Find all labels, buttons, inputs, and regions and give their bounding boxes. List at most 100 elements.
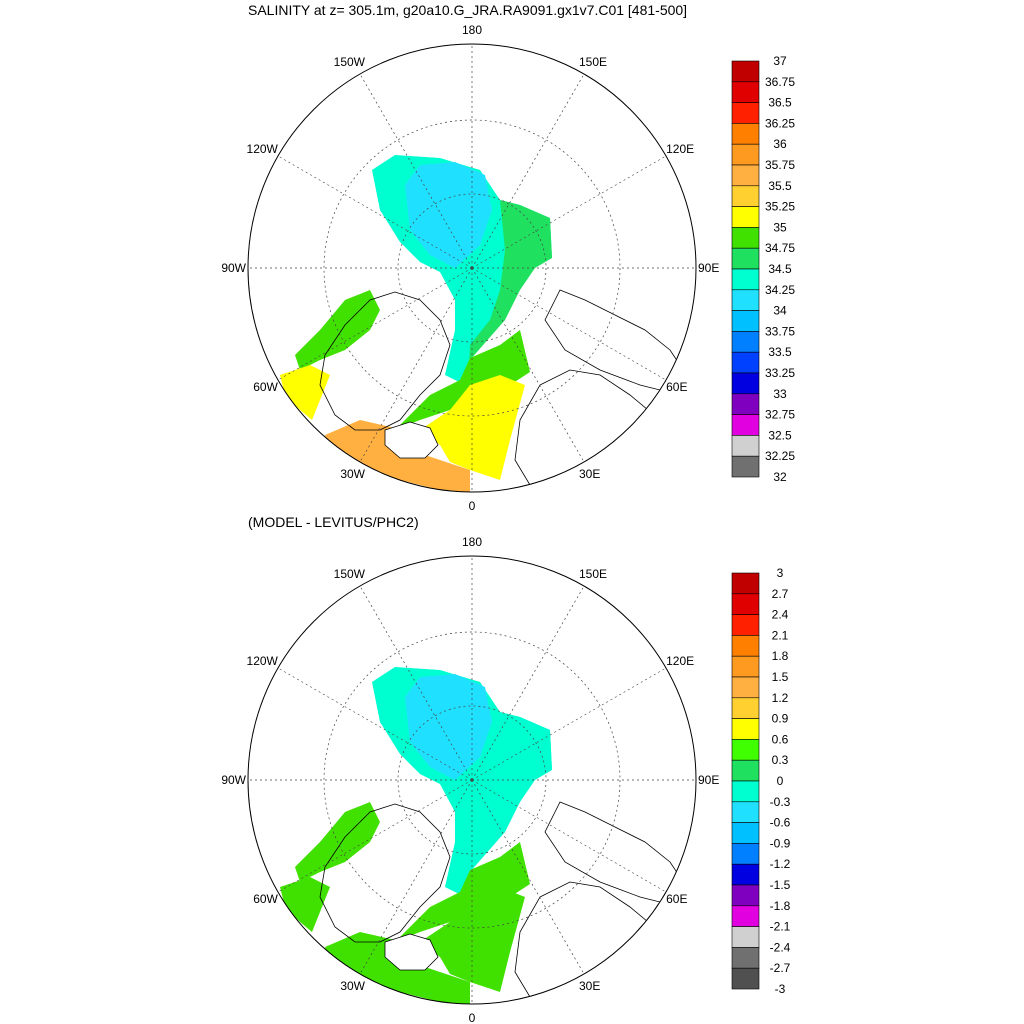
iceland-land xyxy=(384,933,439,971)
legend-label: 35.75 xyxy=(765,158,795,172)
legend-color-box xyxy=(731,967,760,990)
legend-label: 33.25 xyxy=(765,366,795,380)
legend-color-box xyxy=(731,164,760,187)
legend-label: -3 xyxy=(775,982,786,996)
legend-color-box xyxy=(731,351,760,374)
latitude-circle-2 xyxy=(323,631,621,929)
meridian-line xyxy=(471,779,667,893)
map-border xyxy=(247,43,697,493)
legend-color-box xyxy=(731,331,760,353)
meridian-line xyxy=(471,585,585,781)
longitude-label: 120E xyxy=(666,654,694,668)
coastline-1 xyxy=(319,291,451,431)
legend-label: 36 xyxy=(773,137,787,151)
legend-color-box xyxy=(731,822,760,844)
field-region-arctic-core xyxy=(405,162,492,268)
longitude-label: 30W xyxy=(340,979,365,993)
meridian-line xyxy=(471,267,585,463)
meridian-line xyxy=(359,779,473,975)
legend-label: 34.25 xyxy=(765,283,795,297)
legend-label: 35 xyxy=(773,220,787,234)
legend-color-box xyxy=(731,268,760,291)
longitude-label: 150E xyxy=(579,55,607,69)
meridian-line xyxy=(471,155,667,269)
map-layers xyxy=(280,155,691,492)
field-region-barents xyxy=(420,375,525,480)
legend-label: -2.7 xyxy=(770,961,791,975)
legend-color-box xyxy=(731,372,760,395)
legend-label: 32 xyxy=(773,470,787,484)
longitude-label: 60W xyxy=(253,892,278,906)
latitude-circle-1 xyxy=(397,193,547,343)
longitude-label: 60E xyxy=(666,892,687,906)
legend-color-box xyxy=(731,310,760,332)
legend-color-box xyxy=(731,614,760,636)
legend-label: 0 xyxy=(777,774,784,788)
longitude-label: 60W xyxy=(253,380,278,394)
longitude-label: 0 xyxy=(469,499,476,513)
panel-title-difference: (MODEL - LEVITUS/PHC2) xyxy=(248,514,419,530)
legend-color-box xyxy=(731,393,760,415)
legend-color-box xyxy=(731,60,760,83)
field-region-arctic-core xyxy=(405,674,492,780)
longitude-label: 30E xyxy=(579,467,600,481)
legend-color-box xyxy=(731,759,760,782)
legend-label: -1.8 xyxy=(770,899,791,913)
longitude-label: 120E xyxy=(666,142,694,156)
longitude-label: 150W xyxy=(334,55,366,69)
coastline-1 xyxy=(319,803,451,943)
legend-color-box xyxy=(731,676,760,699)
meridian-line xyxy=(359,585,473,781)
legend-color-box xyxy=(731,414,760,436)
longitude-label: 90W xyxy=(221,773,246,787)
legend-label: 3 xyxy=(777,566,784,580)
field-region-eurasian-shelf xyxy=(468,712,552,902)
legend-label: 33 xyxy=(773,387,787,401)
longitude-label: 120W xyxy=(247,142,279,156)
legend-color-box xyxy=(731,102,760,124)
legend-color-box xyxy=(731,655,760,678)
meridian-line xyxy=(471,667,667,781)
longitude-label: 0 xyxy=(469,1011,476,1024)
field-region-atlantic-inflow xyxy=(395,330,530,430)
legend-label: 36.75 xyxy=(765,75,795,89)
legend-color-box xyxy=(731,247,760,270)
legend-label: -0.9 xyxy=(770,836,791,850)
legend-label: 1.8 xyxy=(772,649,789,663)
legend-label: 1.5 xyxy=(772,670,789,684)
legend-label: 0.3 xyxy=(772,753,789,767)
meridian-line xyxy=(471,73,585,269)
legend-color-box xyxy=(731,289,760,311)
legend-label: 34.75 xyxy=(765,241,795,255)
legend-label: -1.2 xyxy=(770,857,791,871)
legend-label: 2.4 xyxy=(772,608,789,622)
longitude-label: 30W xyxy=(340,467,365,481)
legend-label: 2.7 xyxy=(772,587,789,601)
field-region-eurasian-shelf xyxy=(468,200,552,390)
legend-color-box xyxy=(731,780,760,803)
panel-title-salinity: SALINITY at z= 305.1m, g20a10.G_JRA.RA90… xyxy=(248,2,688,18)
legend-label: 36.5 xyxy=(768,96,792,110)
legend-label: 34.5 xyxy=(768,262,792,276)
legend-color-box xyxy=(731,947,760,969)
longitude-label: 90E xyxy=(698,773,719,787)
legend-label: 34 xyxy=(773,304,787,318)
legend-color-box xyxy=(731,801,760,823)
legend-color-box xyxy=(731,435,760,457)
longitude-label: 90E xyxy=(698,261,719,275)
legend-color-box xyxy=(731,905,760,927)
legend-color-box xyxy=(731,863,760,886)
legend-label: 32.75 xyxy=(765,408,795,422)
meridian-line xyxy=(359,73,473,269)
legend-color-box xyxy=(731,926,760,948)
legend-label: -2.1 xyxy=(770,920,791,934)
meridian-line xyxy=(277,155,473,269)
legend-label: 0.6 xyxy=(772,732,789,746)
field-region-atlantic-inflow xyxy=(395,842,530,942)
legend-label: 35.25 xyxy=(765,200,795,214)
longitude-label: 180 xyxy=(462,535,482,549)
meridian-line xyxy=(277,667,473,781)
latitude-circle-1 xyxy=(397,705,547,855)
meridian-line xyxy=(359,267,473,463)
longitude-label: 180 xyxy=(462,23,482,37)
